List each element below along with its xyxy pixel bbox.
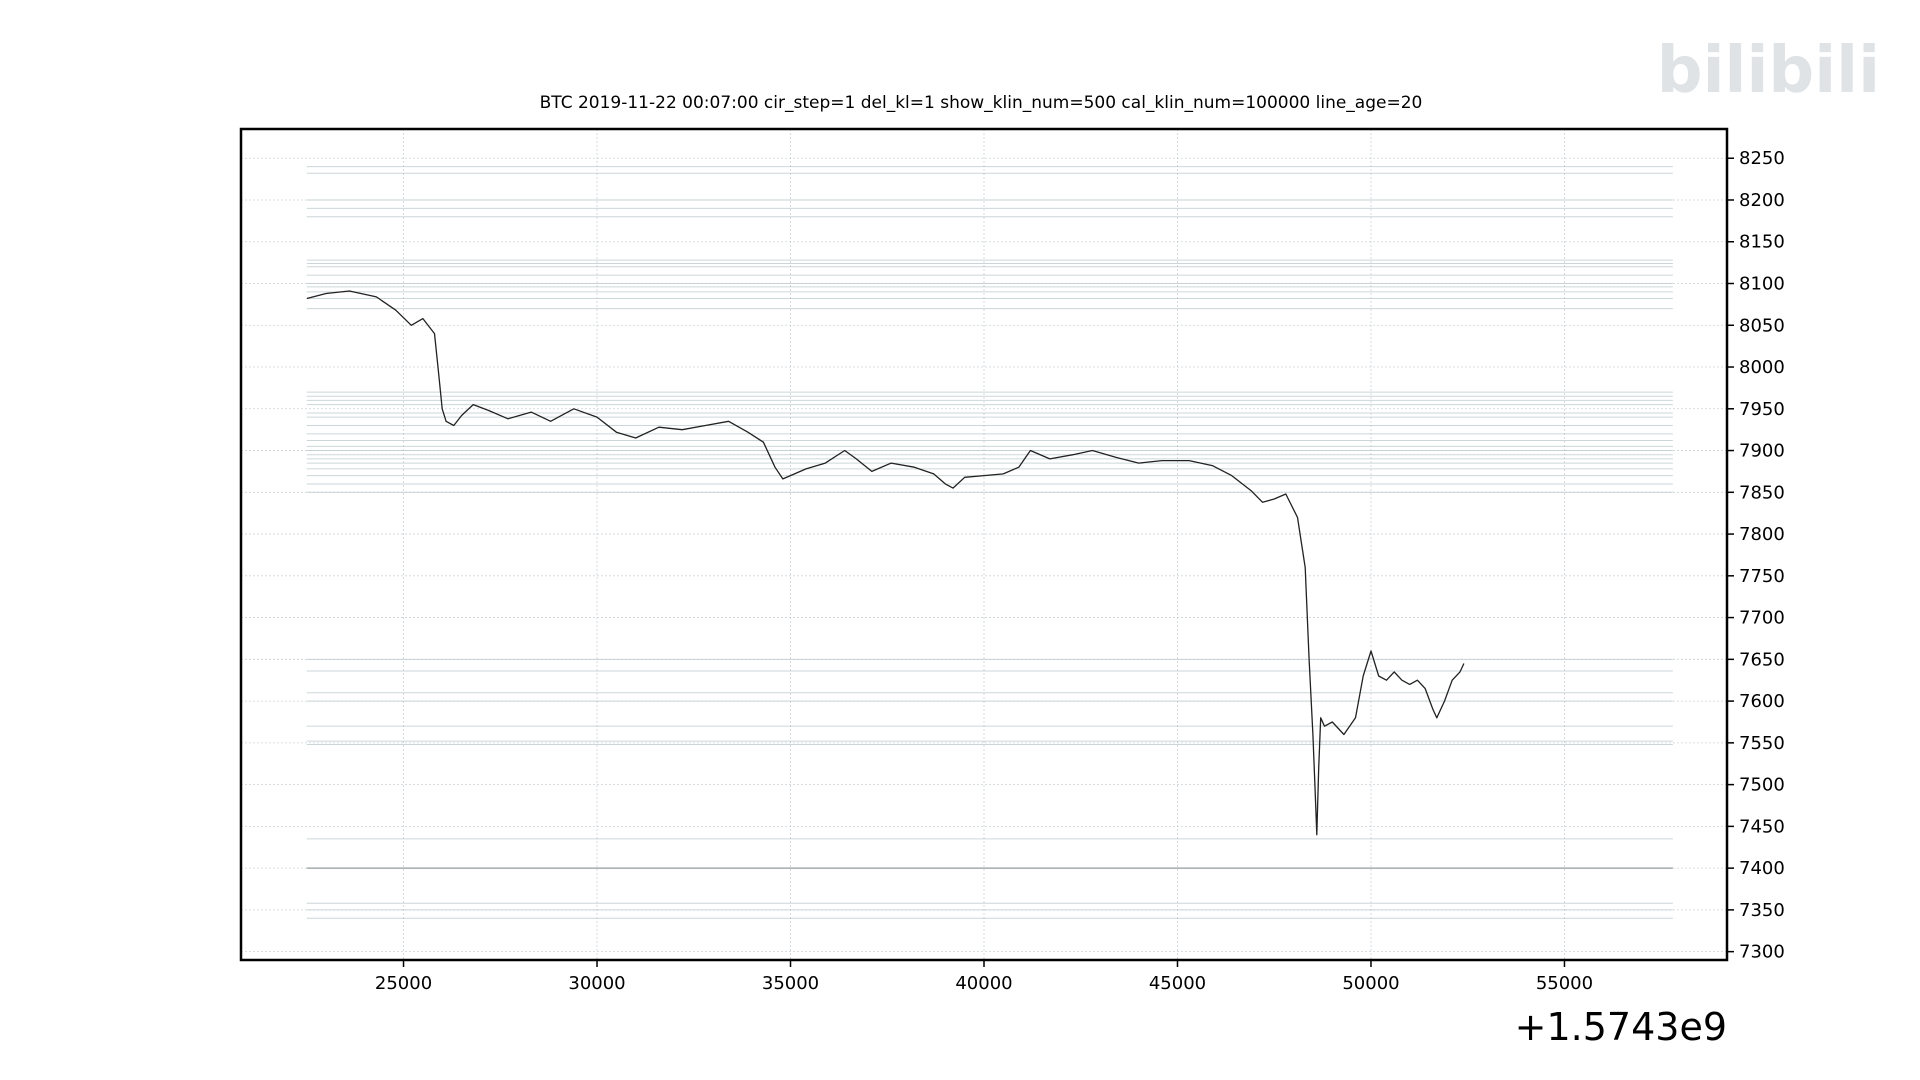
x-tick-label: 55000: [1536, 973, 1593, 994]
x-tick-label: 25000: [375, 973, 432, 994]
x-axis: 25000 30000 35000 40000 45000 50000 55000: [375, 960, 1593, 994]
y-tick-label: 7400: [1739, 858, 1785, 879]
x-tick-label: 30000: [568, 973, 625, 994]
x-tick-label: 35000: [762, 973, 819, 994]
y-tick-label: 7900: [1739, 441, 1785, 462]
chart-title: BTC 2019-11-22 00:07:00 cir_step=1 del_k…: [540, 93, 1423, 113]
y-tick-label: 7450: [1739, 816, 1785, 837]
y-tick-label: 8200: [1739, 190, 1785, 211]
y-tick-label: 7950: [1739, 399, 1785, 420]
grid-layer: [241, 129, 1727, 960]
y-tick-label: 8000: [1739, 357, 1785, 378]
y-tick-label: 7800: [1739, 524, 1785, 545]
y-tick-label: 8250: [1739, 148, 1785, 169]
price-line: [306, 290, 1465, 836]
plot-area: [239, 127, 1729, 962]
x-tick-label: 50000: [1342, 973, 1399, 994]
y-tick-label: 7750: [1739, 566, 1785, 587]
x-tick-label: 40000: [955, 973, 1012, 994]
y-tick-label: 8050: [1739, 315, 1785, 336]
y-tick-label: 7650: [1739, 649, 1785, 670]
level-lines: [306, 166, 1673, 919]
y-tick-label: 7850: [1739, 482, 1785, 503]
x-tick-label: 45000: [1149, 973, 1206, 994]
x-offset-label: +1.5743e9: [1515, 1005, 1727, 1049]
y-tick-label: 7550: [1739, 733, 1785, 754]
y-tick-label: 7350: [1739, 900, 1785, 921]
y-tick-label: 7600: [1739, 691, 1785, 712]
watermark-logo: bilibili: [1657, 34, 1880, 108]
y-tick-label: 8150: [1739, 232, 1785, 253]
y-tick-label: 7500: [1739, 775, 1785, 796]
y-axis: 7300 7350 7400 7450 7500 7550 7600 7650 7700 7750…: [1727, 148, 1785, 963]
price-series: [306, 290, 1465, 836]
y-tick-label: 8100: [1739, 274, 1785, 295]
y-tick-label: 7700: [1739, 608, 1785, 629]
y-tick-label: 7300: [1739, 942, 1785, 963]
